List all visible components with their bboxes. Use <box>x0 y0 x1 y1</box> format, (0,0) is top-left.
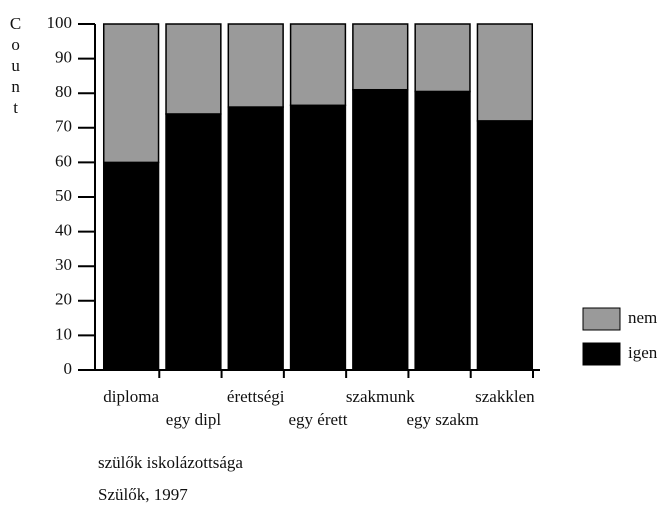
legend-swatch <box>582 342 621 366</box>
bar-segment <box>289 104 347 371</box>
y-tick-label: 20 <box>55 290 72 309</box>
y-tick-label: 0 <box>64 359 73 378</box>
x-tick-label: diploma <box>103 387 159 406</box>
y-tick-label: 30 <box>55 255 72 274</box>
x-tick-label: egy szakm <box>406 410 478 429</box>
y-axis-label: Count <box>6 14 25 119</box>
bar-segment <box>476 23 534 122</box>
x-tick-label: szakklen <box>475 387 535 406</box>
bar-segment <box>102 161 160 371</box>
legend-label: igen <box>628 343 658 362</box>
legend-swatch <box>582 307 621 331</box>
bar-segment <box>352 88 409 371</box>
bar-segment <box>102 23 160 164</box>
legend-label: nem <box>628 308 657 327</box>
bar-segment <box>165 113 222 371</box>
bar-segment <box>414 23 471 93</box>
footnote: Szülők, 1997 <box>98 485 188 504</box>
bar-segment <box>289 23 347 107</box>
x-tick-label: szakmunk <box>346 387 415 406</box>
y-tick-label: 80 <box>55 82 72 101</box>
y-tick-label: 60 <box>55 151 72 170</box>
x-tick-label: egy dipl <box>166 410 222 429</box>
bar-segment <box>352 23 409 91</box>
y-tick-label: 100 <box>47 13 73 32</box>
y-tick-label: 40 <box>55 221 72 240</box>
y-tick-label: 70 <box>55 117 72 136</box>
y-tick-label: 50 <box>55 186 72 205</box>
bar-segment <box>165 23 222 115</box>
bar-segment <box>227 23 284 108</box>
bar-segment <box>476 120 534 371</box>
x-tick-label: érettségi <box>227 387 285 406</box>
bar-segment <box>414 90 471 371</box>
x-tick-label: egy érett <box>289 410 348 429</box>
y-tick-label: 90 <box>55 48 72 67</box>
y-tick-label: 10 <box>55 324 72 343</box>
bar-segment <box>227 106 284 371</box>
x-axis-label: szülők iskolázottsága <box>98 453 243 472</box>
